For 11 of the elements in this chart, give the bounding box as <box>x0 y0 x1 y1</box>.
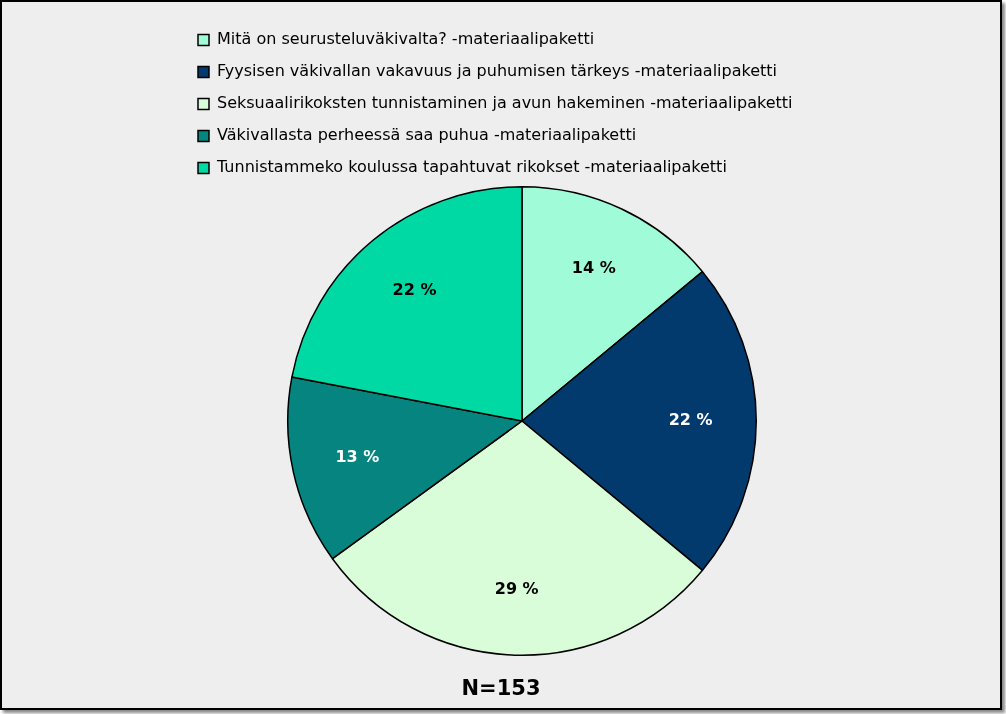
legend-label: Seksuaalirikoksten tunnistaminen ja avun hakeminen -materiaalipaketti <box>217 93 793 113</box>
data-label: 13 % <box>335 446 380 466</box>
data-label: 22 % <box>392 280 437 300</box>
legend-label: Väkivallasta perheessä saa puhua -materiaalipaketti <box>217 125 637 145</box>
data-label: 22 % <box>668 410 713 430</box>
text: N=153 <box>460 676 542 700</box>
data-label: 14 % <box>571 257 616 277</box>
data-label: 29 % <box>494 578 539 598</box>
legend-label: Fyysisen väkivallan vakavuus ja puhumisen tärkeys -materiaalipaketti <box>217 61 778 81</box>
legend-label: Mitä on seurusteluväkivalta? -materiaalipaketti <box>217 29 595 49</box>
legend-label: Tunnistammeko koulussa tapahtuvat rikokset -materiaalipaketti <box>216 157 727 177</box>
